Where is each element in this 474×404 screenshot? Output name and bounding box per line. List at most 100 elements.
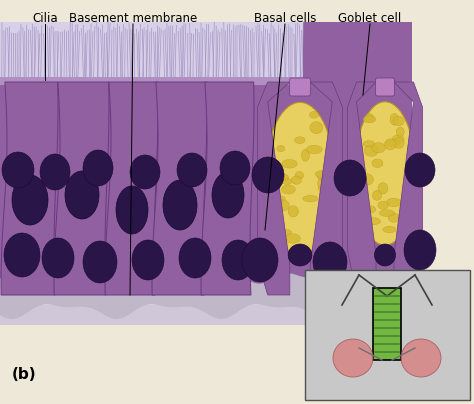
- Ellipse shape: [295, 137, 305, 143]
- Ellipse shape: [401, 339, 441, 377]
- Ellipse shape: [4, 233, 40, 277]
- Ellipse shape: [274, 196, 285, 203]
- FancyBboxPatch shape: [375, 78, 394, 96]
- Ellipse shape: [275, 174, 289, 182]
- Ellipse shape: [212, 172, 244, 218]
- Ellipse shape: [354, 102, 416, 245]
- Ellipse shape: [361, 206, 376, 213]
- Ellipse shape: [65, 171, 99, 219]
- Ellipse shape: [179, 238, 211, 278]
- Ellipse shape: [372, 159, 383, 168]
- Ellipse shape: [358, 206, 367, 217]
- Ellipse shape: [318, 171, 329, 182]
- Ellipse shape: [307, 145, 322, 154]
- Ellipse shape: [265, 102, 335, 255]
- Text: Basal cells: Basal cells: [254, 12, 316, 25]
- Ellipse shape: [367, 218, 381, 225]
- Polygon shape: [347, 82, 376, 295]
- Ellipse shape: [116, 186, 148, 234]
- Ellipse shape: [83, 241, 117, 283]
- Ellipse shape: [252, 157, 284, 193]
- Bar: [305, 270, 470, 400]
- Ellipse shape: [292, 176, 301, 184]
- Ellipse shape: [83, 150, 113, 186]
- Ellipse shape: [356, 231, 369, 238]
- Bar: [0, 77, 303, 85]
- Bar: [0, 22, 303, 82]
- Ellipse shape: [378, 183, 388, 194]
- Ellipse shape: [177, 153, 207, 187]
- Ellipse shape: [384, 139, 396, 150]
- Ellipse shape: [385, 140, 400, 146]
- Ellipse shape: [393, 137, 404, 148]
- Ellipse shape: [288, 206, 299, 217]
- Ellipse shape: [390, 114, 399, 125]
- Ellipse shape: [12, 175, 48, 225]
- FancyBboxPatch shape: [290, 78, 310, 96]
- Ellipse shape: [404, 230, 436, 270]
- Ellipse shape: [222, 240, 254, 280]
- Polygon shape: [105, 82, 158, 295]
- Ellipse shape: [282, 160, 297, 168]
- Polygon shape: [394, 82, 422, 295]
- Polygon shape: [310, 82, 343, 295]
- Ellipse shape: [372, 143, 385, 153]
- Ellipse shape: [379, 210, 394, 217]
- Ellipse shape: [130, 155, 160, 189]
- Text: Goblet cell: Goblet cell: [338, 12, 401, 25]
- Ellipse shape: [220, 151, 250, 185]
- Ellipse shape: [163, 180, 197, 230]
- Ellipse shape: [364, 141, 374, 147]
- Ellipse shape: [396, 127, 404, 137]
- Ellipse shape: [405, 153, 435, 187]
- Polygon shape: [257, 82, 290, 295]
- Polygon shape: [152, 82, 207, 295]
- Ellipse shape: [365, 114, 374, 122]
- Ellipse shape: [301, 149, 310, 161]
- Ellipse shape: [365, 145, 378, 156]
- Ellipse shape: [42, 238, 74, 278]
- Text: Basement membrane: Basement membrane: [69, 12, 197, 25]
- Ellipse shape: [310, 122, 323, 134]
- Ellipse shape: [333, 339, 373, 377]
- Bar: [373, 288, 401, 360]
- Ellipse shape: [313, 242, 347, 282]
- Polygon shape: [54, 82, 109, 295]
- Polygon shape: [201, 82, 254, 295]
- Ellipse shape: [282, 185, 295, 194]
- Ellipse shape: [318, 178, 330, 188]
- Ellipse shape: [315, 170, 328, 178]
- Ellipse shape: [285, 234, 301, 243]
- Ellipse shape: [310, 112, 319, 118]
- Ellipse shape: [359, 174, 374, 185]
- Ellipse shape: [282, 178, 292, 185]
- Ellipse shape: [2, 152, 34, 188]
- Ellipse shape: [334, 160, 366, 196]
- Bar: [0, 305, 412, 325]
- Ellipse shape: [275, 200, 289, 211]
- Ellipse shape: [242, 238, 278, 282]
- Ellipse shape: [132, 240, 164, 280]
- Text: Cilia: Cilia: [32, 12, 58, 25]
- Ellipse shape: [388, 213, 400, 222]
- Ellipse shape: [317, 223, 328, 229]
- Ellipse shape: [318, 183, 329, 192]
- Polygon shape: [1, 82, 58, 295]
- Ellipse shape: [392, 135, 404, 144]
- Ellipse shape: [288, 244, 312, 266]
- Ellipse shape: [378, 201, 388, 209]
- Ellipse shape: [319, 227, 328, 234]
- Ellipse shape: [271, 223, 280, 231]
- Bar: [0, 22, 412, 295]
- Ellipse shape: [393, 116, 404, 126]
- Ellipse shape: [277, 145, 285, 152]
- Polygon shape: [0, 272, 412, 319]
- Ellipse shape: [295, 171, 303, 179]
- Ellipse shape: [40, 154, 70, 190]
- Ellipse shape: [383, 226, 396, 233]
- Ellipse shape: [374, 244, 395, 266]
- Ellipse shape: [386, 198, 401, 207]
- Text: (b): (b): [12, 367, 36, 382]
- Ellipse shape: [363, 116, 376, 123]
- Ellipse shape: [303, 196, 318, 202]
